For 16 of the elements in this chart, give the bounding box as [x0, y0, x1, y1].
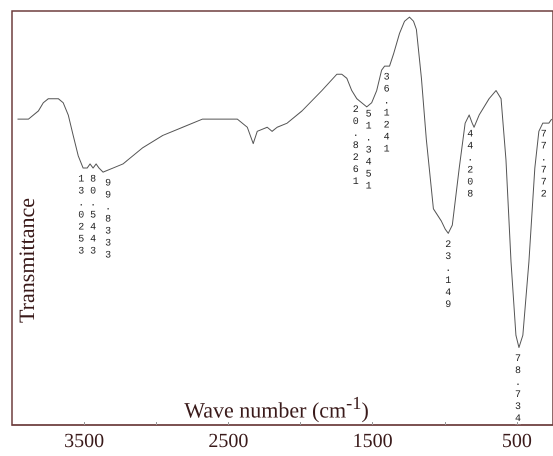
y-axis-title: Transmittance — [14, 196, 40, 325]
annotation: 20.8261 — [352, 105, 359, 188]
x-axis-title: Wave number (cm$^{-1}$) — [184, 393, 369, 422]
annotation: 36.1241 — [384, 72, 390, 156]
annotation: 78.734 — [514, 354, 521, 426]
annotation: 77.772 — [540, 130, 547, 201]
annotation: 80.5443 — [90, 174, 96, 258]
annotation: 23.149 — [445, 240, 452, 311]
annotation: 44.208 — [467, 130, 474, 201]
annotation: 13.0253 — [78, 174, 84, 258]
x-tick-label: 2500 — [208, 430, 248, 452]
x-tick-label: 500 — [502, 430, 532, 452]
x-tick-label: 3500 — [64, 430, 104, 452]
x-tick-label: 1500 — [352, 430, 393, 452]
annotation: 51.3451 — [366, 109, 372, 192]
annotation: 99.8333 — [105, 178, 112, 262]
